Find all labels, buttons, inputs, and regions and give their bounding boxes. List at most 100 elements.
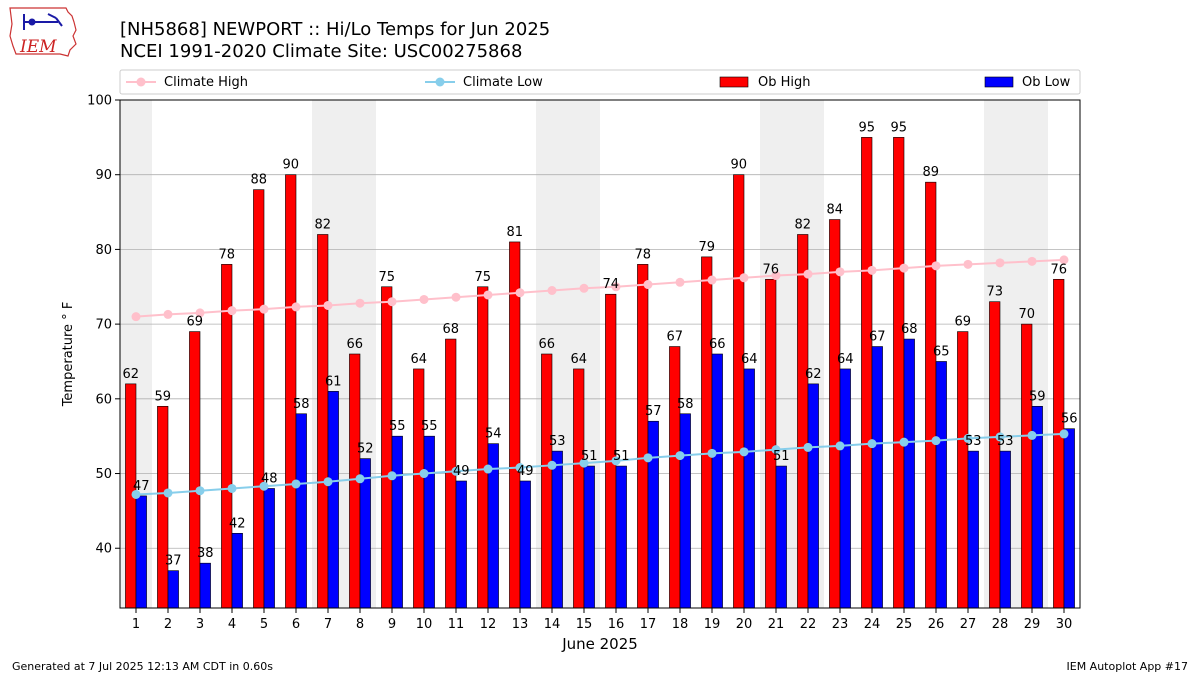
label-ob-high-4: 78	[218, 247, 235, 262]
point-climate-low-10	[419, 469, 429, 479]
x-tick-label-10: 10	[416, 617, 433, 632]
point-climate-low-12	[483, 464, 493, 474]
bar-ob-high-5	[253, 189, 265, 609]
point-climate-low-23	[835, 441, 845, 451]
bar-ob-high-18	[669, 346, 681, 609]
point-climate-high-2	[163, 309, 173, 319]
bar-ob-low-21	[775, 465, 787, 609]
point-climate-high-29	[1027, 256, 1037, 266]
legend-label-climate-low: Climate Low	[463, 75, 543, 90]
y-tick-label-60: 60	[95, 392, 112, 407]
x-tick-label-4: 4	[228, 617, 236, 632]
bar-ob-low-3	[199, 562, 211, 609]
label-ob-high-10: 64	[410, 352, 427, 367]
bar-ob-low-10	[423, 435, 435, 609]
bar-ob-high-23	[829, 219, 841, 609]
point-climate-high-19	[707, 275, 717, 285]
climate-lines	[131, 255, 1069, 499]
point-climate-low-7	[323, 477, 333, 487]
label-ob-low-21: 51	[773, 449, 790, 464]
point-climate-high-20	[739, 273, 749, 283]
point-climate-low-8	[355, 474, 365, 484]
bar-ob-high-3	[189, 331, 201, 609]
bar-ob-low-6	[295, 413, 307, 609]
label-ob-low-1: 47	[133, 479, 150, 494]
bar-ob-low-5	[263, 488, 275, 609]
x-tick-label-7: 7	[324, 617, 332, 632]
label-ob-high-11: 68	[442, 322, 459, 337]
point-climate-high-18	[675, 277, 685, 287]
y-axis-title: Temperature ° F	[61, 302, 76, 408]
label-ob-high-24: 95	[858, 120, 875, 135]
label-ob-high-9: 75	[378, 270, 395, 285]
point-climate-low-26	[931, 436, 941, 446]
bar-ob-high-22	[797, 234, 809, 609]
label-ob-low-15: 51	[581, 449, 598, 464]
point-climate-high-23	[835, 267, 845, 277]
bar-ob-high-25	[893, 137, 905, 609]
bar-ob-low-4	[231, 532, 243, 609]
x-tick-label-6: 6	[292, 617, 300, 632]
label-ob-high-3: 69	[186, 315, 203, 330]
label-ob-low-29: 59	[1029, 389, 1046, 404]
point-climate-low-2	[163, 488, 173, 498]
point-climate-low-22	[803, 442, 813, 452]
label-ob-low-18: 58	[677, 397, 694, 412]
x-tick-label-9: 9	[388, 617, 396, 632]
label-ob-high-19: 79	[698, 240, 715, 255]
point-climate-high-12	[483, 290, 493, 300]
x-axis-title: June 2025	[561, 635, 638, 653]
label-ob-high-8: 66	[346, 337, 363, 352]
point-climate-low-21	[771, 445, 781, 455]
x-tick-label-23: 23	[832, 617, 849, 632]
label-ob-high-2: 59	[154, 389, 171, 404]
point-climate-low-4	[227, 483, 237, 493]
label-ob-high-28: 73	[986, 285, 1003, 300]
label-ob-high-30: 76	[1050, 262, 1067, 277]
label-ob-low-22: 62	[805, 367, 822, 382]
label-ob-low-10: 55	[421, 419, 438, 434]
bar-ob-high-7	[317, 234, 329, 609]
y-tick-label-80: 80	[95, 243, 112, 258]
label-ob-low-3: 38	[197, 546, 214, 561]
bar-ob-low-18	[679, 413, 691, 609]
label-ob-low-23: 64	[837, 352, 854, 367]
point-climate-high-13	[515, 288, 525, 298]
bar-ob-high-19	[701, 256, 713, 609]
bar-ob-low-11	[455, 480, 467, 609]
bar-ob-high-12	[477, 286, 489, 609]
point-climate-low-5	[259, 481, 269, 491]
legend-climate-low-marker	[435, 77, 445, 87]
bar-ob-high-26	[925, 181, 937, 609]
x-tick-label-18: 18	[672, 617, 689, 632]
label-ob-high-27: 69	[954, 315, 971, 330]
bar-ob-low-2	[167, 570, 179, 609]
x-tick-label-28: 28	[992, 617, 1009, 632]
label-ob-low-28: 53	[997, 434, 1014, 449]
x-tick-label-5: 5	[260, 617, 268, 632]
point-climate-low-11	[451, 466, 461, 476]
point-climate-low-24	[867, 439, 877, 449]
label-ob-high-5: 88	[250, 173, 267, 188]
x-tick-label-12: 12	[480, 617, 497, 632]
y-axis: 40 50 60 70 80 90 100	[87, 94, 120, 557]
point-climate-high-16	[611, 282, 621, 292]
bar-ob-low-25	[903, 338, 915, 609]
bar-ob-low-30	[1063, 428, 1075, 609]
point-climate-high-6	[291, 302, 301, 312]
x-tick-label-22: 22	[800, 617, 817, 632]
chart-subtitle: NCEI 1991-2020 Climate Site: USC00275868	[120, 41, 522, 62]
chart-title: [NH5868] NEWPORT :: Hi/Lo Temps for Jun …	[120, 19, 550, 40]
legend-box	[119, 69, 1081, 95]
point-climate-high-5	[259, 304, 269, 314]
label-ob-high-14: 66	[538, 337, 555, 352]
point-climate-low-16	[611, 456, 621, 466]
bar-ob-low-22	[807, 383, 819, 609]
bar-ob-high-27	[957, 331, 969, 609]
label-ob-high-12: 75	[474, 270, 491, 285]
label-ob-high-15: 64	[570, 352, 587, 367]
iem-logo: IEM	[9, 7, 77, 57]
legend: Climate High Climate Low Ob High Ob Low	[119, 69, 1081, 95]
point-climate-high-22	[803, 269, 813, 279]
